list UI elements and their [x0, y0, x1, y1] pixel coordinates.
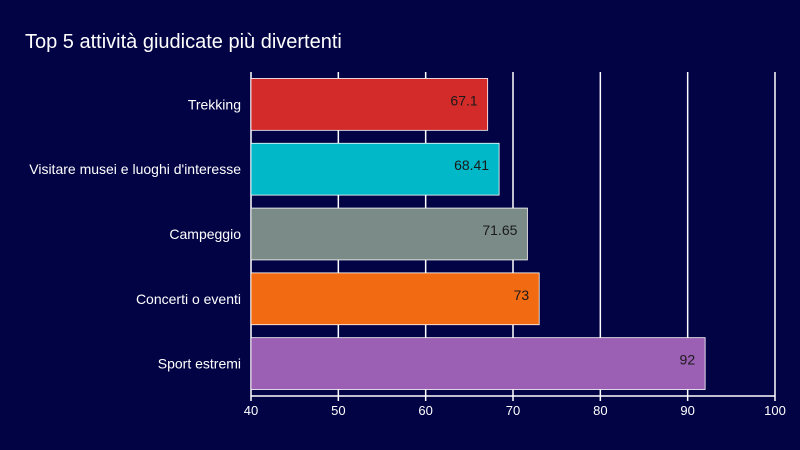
category-label: Trekking [188, 96, 241, 112]
bar [250, 142, 500, 196]
category-label: Visitare musei e luoghi d'interesse [29, 161, 241, 177]
bar [250, 207, 528, 261]
bar-value-label: 71.65 [482, 222, 517, 238]
bars: 67.1 68.41 71.65 73 92 [250, 78, 706, 390]
bar-value-label: 68.41 [454, 157, 489, 173]
x-tick-label: 70 [506, 403, 520, 418]
x-tick-label: 90 [680, 403, 694, 418]
bar-value-label: 67.1 [450, 92, 477, 108]
category-label: Campeggio [169, 226, 241, 242]
x-tick-label: 40 [244, 403, 258, 418]
bar-value-label: 92 [680, 352, 696, 368]
category-label: Sport estremi [158, 356, 241, 372]
x-tick-label: 100 [764, 403, 786, 418]
x-tick-label: 60 [418, 403, 432, 418]
category-labels: Trekking Visitare musei e luoghi d'intere… [29, 96, 241, 371]
x-tick-label: 50 [331, 403, 345, 418]
bar-value-label: 73 [514, 287, 530, 303]
category-label: Concerti o eventi [136, 291, 241, 307]
bar [250, 272, 540, 326]
x-tick-label: 80 [593, 403, 607, 418]
x-axis-ticks: 40 50 60 70 80 90 100 [244, 395, 786, 418]
chart-title: Top 5 attività giudicate più divertenti [25, 31, 342, 53]
bar [250, 78, 489, 131]
bar [250, 337, 706, 390]
